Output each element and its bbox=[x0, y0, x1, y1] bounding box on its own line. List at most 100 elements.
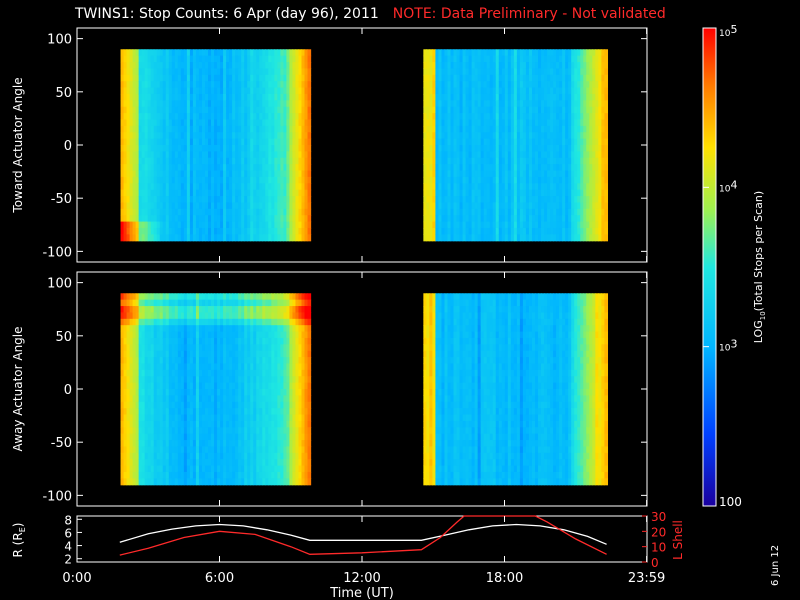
heatmap-cell bbox=[525, 151, 530, 159]
heatmap-cell bbox=[562, 113, 566, 121]
heatmap-cell bbox=[183, 465, 188, 473]
heatmap-cell bbox=[586, 202, 590, 210]
heatmap-cell bbox=[265, 55, 269, 63]
heatmap-cell bbox=[135, 337, 140, 345]
heatmap-cell bbox=[474, 62, 479, 70]
heatmap-cell bbox=[214, 440, 218, 448]
heatmap-cell bbox=[265, 93, 269, 101]
heatmap-cell bbox=[441, 164, 446, 172]
heatmap-cell bbox=[568, 125, 572, 133]
heatmap-cell bbox=[150, 125, 155, 133]
heatmap-cell bbox=[135, 325, 140, 333]
heatmap-cell bbox=[162, 344, 167, 352]
heatmap-cell bbox=[292, 93, 297, 101]
heatmap-cell bbox=[126, 350, 131, 358]
heatmap-cell bbox=[201, 68, 206, 76]
heatmap-cell bbox=[201, 433, 206, 441]
heatmap-cell bbox=[217, 68, 221, 76]
heatmap-cell bbox=[241, 87, 245, 95]
heatmap-cell bbox=[129, 113, 134, 121]
heatmap-cell bbox=[186, 331, 191, 339]
heatmap-cell bbox=[541, 234, 545, 242]
heatmap-cell bbox=[471, 81, 476, 89]
heatmap-cell bbox=[220, 408, 224, 416]
heatmap-cell bbox=[129, 427, 134, 435]
heatmap-cell bbox=[577, 81, 581, 89]
heatmap-cell bbox=[135, 440, 140, 448]
heatmap-cell bbox=[235, 414, 239, 422]
heatmap-cell bbox=[474, 68, 479, 76]
heatmap-cell bbox=[289, 176, 294, 184]
heatmap-cell bbox=[304, 151, 309, 159]
heatmap-cell bbox=[307, 183, 312, 191]
heatmap-cell bbox=[286, 68, 291, 76]
heatmap-cell bbox=[189, 325, 194, 333]
heatmap-cell bbox=[162, 81, 167, 89]
heatmap-cell bbox=[123, 337, 128, 345]
heatmap-cell bbox=[598, 145, 602, 152]
heatmap-cell bbox=[574, 132, 578, 140]
heatmap-cell bbox=[486, 113, 491, 121]
heatmap-cell bbox=[531, 234, 536, 242]
heatmap-cell bbox=[235, 221, 239, 229]
heatmap-cell bbox=[574, 93, 578, 101]
heatmap-cell bbox=[220, 293, 224, 301]
heatmap-cell bbox=[174, 452, 179, 460]
heatmap-cell bbox=[507, 132, 512, 140]
heatmap-cell bbox=[468, 119, 473, 127]
heatmap-cell bbox=[577, 100, 581, 108]
heatmap-cell bbox=[528, 183, 533, 191]
heatmap-cell bbox=[150, 471, 155, 479]
heatmap-cell bbox=[132, 299, 137, 307]
heatmap-cell bbox=[220, 106, 224, 114]
heatmap-cell bbox=[156, 363, 161, 371]
heatmap-cell bbox=[604, 87, 609, 95]
figure-title: TWINS1: Stop Counts: 6 Apr (day 96), 201… bbox=[75, 6, 666, 22]
heatmap-cell bbox=[120, 106, 125, 114]
heatmap-cell bbox=[435, 234, 440, 242]
heatmap-cell bbox=[153, 215, 158, 223]
heatmap-cell bbox=[204, 196, 209, 204]
heatmap-cell bbox=[189, 471, 194, 479]
heatmap-cell bbox=[211, 62, 215, 70]
heatmap-cell bbox=[150, 100, 155, 108]
heatmap-cell bbox=[541, 215, 545, 223]
heatmap-cell bbox=[126, 452, 131, 460]
heatmap-cell bbox=[295, 81, 300, 89]
heatmap-cell bbox=[501, 170, 506, 178]
heatmap-cell bbox=[268, 55, 272, 63]
heatmap-cell bbox=[129, 471, 134, 479]
heatmap-cell bbox=[522, 208, 527, 216]
heatmap-cell bbox=[541, 208, 545, 216]
heatmap-cell bbox=[156, 151, 161, 159]
heatmap-cell bbox=[156, 471, 161, 479]
heatmap-cell bbox=[147, 151, 152, 159]
heatmap-cell bbox=[480, 208, 485, 216]
heatmap-cell bbox=[486, 183, 491, 191]
heatmap-cell bbox=[123, 427, 128, 435]
heatmap-cell bbox=[547, 125, 551, 133]
heatmap-cell bbox=[201, 408, 206, 416]
heatmap-cell bbox=[232, 369, 236, 377]
heatmap-cell bbox=[211, 344, 215, 352]
heatmap-cell bbox=[189, 55, 194, 63]
heatmap-cell bbox=[171, 459, 176, 467]
heatmap-cell bbox=[247, 132, 251, 140]
heatmap-cell bbox=[198, 74, 203, 82]
heatmap-cell bbox=[235, 151, 239, 159]
heatmap-cell bbox=[519, 196, 524, 204]
heatmap-cell bbox=[171, 363, 176, 371]
heatmap-cell bbox=[598, 125, 602, 133]
heatmap-cell bbox=[438, 68, 443, 76]
heatmap-cell bbox=[208, 382, 212, 390]
heatmap-cell bbox=[571, 93, 575, 101]
heatmap-cell bbox=[177, 106, 182, 114]
heatmap-cell bbox=[507, 189, 512, 197]
heatmap-cell bbox=[120, 382, 125, 390]
heatmap-cell bbox=[541, 106, 545, 114]
heatmap-cell bbox=[516, 125, 521, 133]
heatmap-cell bbox=[123, 55, 128, 63]
heatmap-cell bbox=[159, 471, 164, 479]
heatmap-cell bbox=[141, 363, 146, 371]
heatmap-cell bbox=[153, 401, 158, 409]
